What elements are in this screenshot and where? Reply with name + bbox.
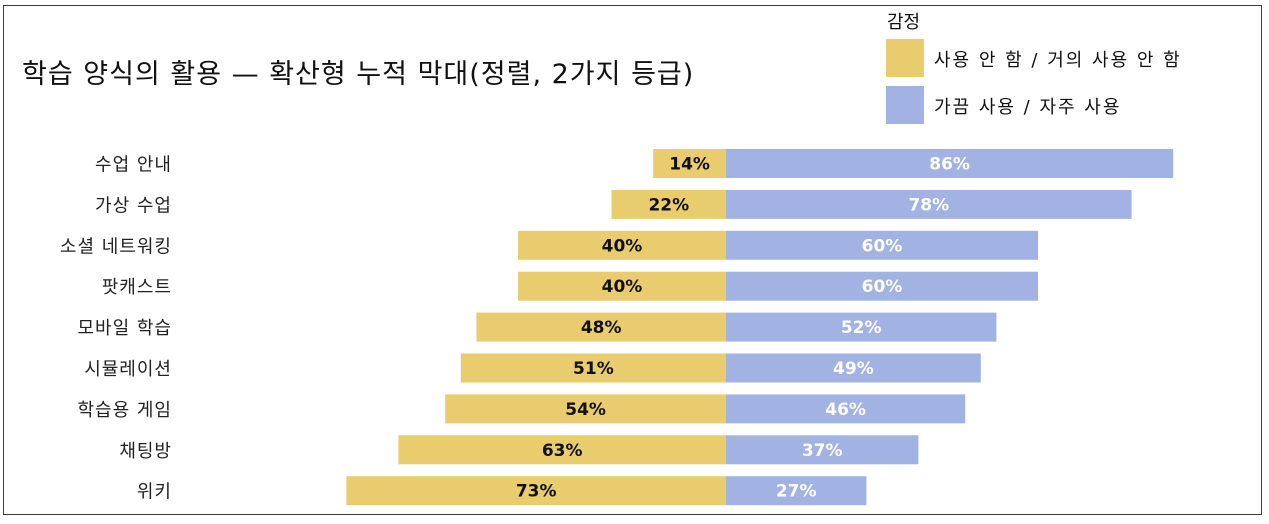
data-label: 48% <box>581 318 622 338</box>
legend-label-sometimes: 가끔 사용 / 자주 사용 <box>934 97 1122 118</box>
bar-never <box>445 394 726 424</box>
bar-sometimes <box>726 271 1038 301</box>
bar-never <box>611 189 726 219</box>
category-label: 학습용 게임 <box>77 400 172 421</box>
bar-sometimes <box>726 435 919 465</box>
data-label: 54% <box>565 400 606 420</box>
chart-title: 학습 양식의 활용 — 확산형 누적 막대(정렬, 2가지 등급) <box>22 59 695 90</box>
data-label: 86% <box>929 155 970 175</box>
bar-sometimes <box>726 353 981 383</box>
data-label: 52% <box>841 318 882 338</box>
legend-label-never: 사용 안 함 / 거의 사용 안 함 <box>934 50 1182 71</box>
data-label: 37% <box>802 441 843 461</box>
category-label: 시뮬레이션 <box>84 359 172 380</box>
data-label: 78% <box>908 195 949 215</box>
bar-never <box>460 353 726 383</box>
data-label: 60% <box>862 277 903 297</box>
legend-title: 감정 <box>887 12 921 33</box>
category-label: 모바일 학습 <box>77 318 172 339</box>
bar-sometimes <box>726 476 867 506</box>
data-label: 27% <box>776 482 817 502</box>
data-label: 73% <box>516 482 557 502</box>
category-label: 가상 수업 <box>95 195 172 216</box>
data-label: 63% <box>542 441 583 461</box>
bar-never <box>518 271 726 301</box>
bar-sometimes <box>726 312 997 342</box>
data-label: 60% <box>862 236 903 256</box>
category-label: 소셜 네트워킹 <box>60 236 172 257</box>
bar-never <box>653 149 726 178</box>
data-label: 49% <box>833 359 874 379</box>
bar-never <box>398 435 726 465</box>
bar-sometimes <box>726 189 1132 219</box>
category-label: 위키 <box>137 482 172 503</box>
category-label: 팟캐스트 <box>102 277 172 298</box>
data-label: 51% <box>573 359 614 379</box>
legend-swatch-never <box>886 39 924 77</box>
chart-frame <box>3 5 1262 515</box>
data-label: 40% <box>602 236 643 256</box>
bar-sometimes <box>726 230 1038 260</box>
legend-swatch-sometimes <box>886 86 924 124</box>
bar-sometimes <box>726 394 966 424</box>
bar-never <box>346 476 726 506</box>
bar-sometimes <box>726 149 1174 178</box>
bar-never <box>518 230 726 260</box>
category-label: 채팅방 <box>119 441 172 462</box>
data-label: 46% <box>825 400 866 420</box>
data-label: 40% <box>602 277 643 297</box>
data-label: 22% <box>648 195 689 215</box>
category-label: 수업 안내 <box>95 155 172 176</box>
data-label: 14% <box>669 155 710 175</box>
bar-never <box>476 312 726 342</box>
